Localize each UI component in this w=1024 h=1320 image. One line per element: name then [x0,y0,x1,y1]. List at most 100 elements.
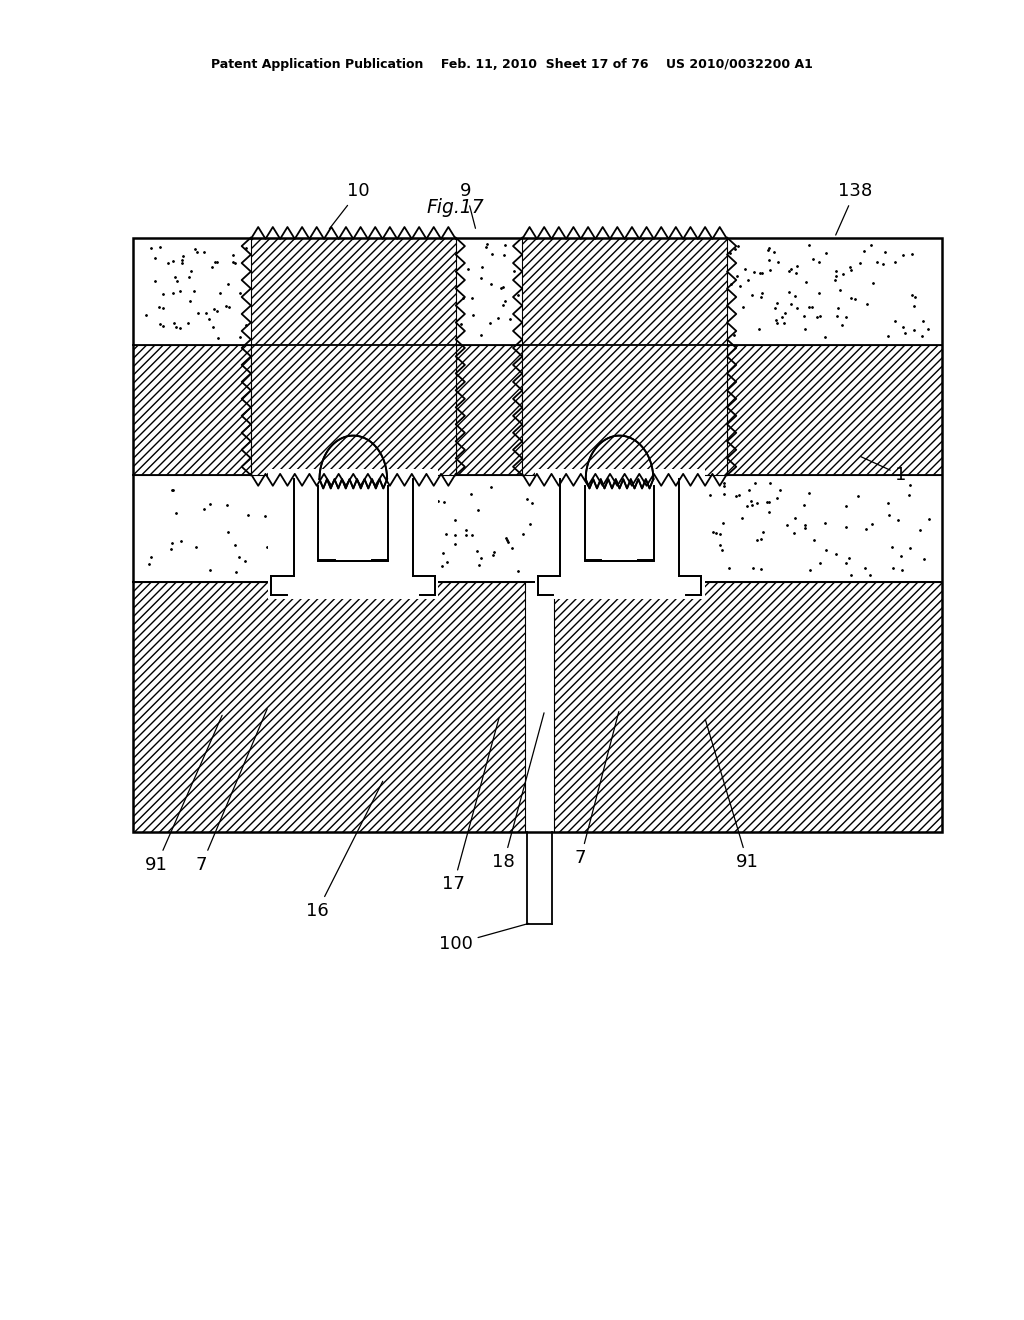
Point [787,261,804,282]
Point [752,263,768,284]
Point [335,527,351,548]
Point [180,313,197,334]
Point [489,308,506,329]
Point [880,492,896,513]
Point [907,286,924,308]
Point [659,503,676,524]
Point [852,253,868,275]
Point [352,503,369,524]
Point [801,234,817,255]
Point [716,473,732,494]
Point [562,537,579,558]
Point [415,487,431,508]
Point [887,251,903,272]
Text: Fig.17: Fig.17 [427,198,484,216]
Point [767,297,783,318]
Point [894,560,910,581]
Point [880,326,896,347]
Point [797,319,813,341]
Point [709,523,725,544]
Point [716,483,732,504]
Point [637,558,653,579]
Point [647,510,664,531]
Point [843,286,859,308]
Point [198,302,214,323]
Point [762,473,778,494]
Point [827,269,844,290]
Point [855,240,871,261]
Point [458,524,474,545]
Point [886,558,902,579]
Point [761,491,777,512]
Point [797,517,813,539]
Point [900,484,916,506]
Point [168,503,184,524]
Point [693,562,710,583]
Bar [133,345,251,475]
Point [201,308,217,329]
Point [483,477,500,498]
Point [743,285,760,306]
Bar [251,238,456,475]
Point [769,487,785,508]
Point [598,490,614,511]
Point [266,561,283,582]
Point [788,297,805,318]
Point [817,243,834,264]
Bar [727,345,942,475]
Point [207,251,223,272]
Point [543,554,559,576]
Point [173,531,189,552]
Point [454,313,470,334]
Point [838,553,854,574]
Point [633,506,649,527]
Point [152,313,168,334]
Point [386,503,402,524]
Point [220,521,237,543]
Point [296,515,312,536]
Point [659,503,676,524]
Point [730,235,746,256]
Point [614,531,631,552]
Point [865,272,882,293]
Point [174,249,190,271]
Point [602,504,618,525]
Point [266,561,283,582]
Point [623,545,639,566]
Point [804,297,820,318]
Point [209,300,225,321]
Point [240,504,256,525]
Point [761,249,777,271]
Point [514,524,530,545]
Point [817,513,834,535]
Point [504,537,520,558]
Point [323,513,339,535]
Point [220,297,237,318]
Text: 1: 1 [860,457,907,484]
Point [766,242,782,263]
Point [468,540,484,561]
Point [656,560,673,581]
Point [238,314,254,335]
Point [173,531,189,552]
Point [172,317,188,338]
Point [721,557,737,578]
Point [801,234,817,255]
Point [276,512,293,533]
Point [349,473,366,494]
Point [522,513,539,535]
Point [801,296,817,317]
Point [753,286,769,308]
Bar [456,345,522,475]
Point [734,508,751,529]
Point [493,277,509,298]
Point [470,499,486,520]
Point [721,557,737,578]
Point [662,556,678,577]
Point [337,475,353,496]
Point [477,236,494,257]
Point [716,483,732,504]
Point [499,529,515,550]
Point [522,513,539,535]
Point [782,294,799,315]
